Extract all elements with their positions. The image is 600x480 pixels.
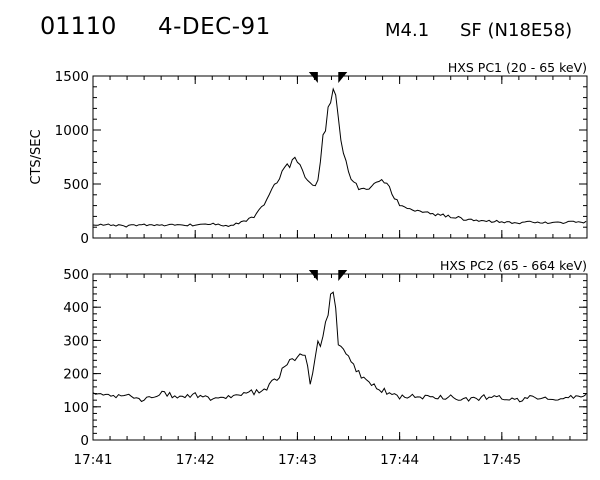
y-tick-label: 0	[80, 433, 89, 449]
x-tick-label: 17:45	[482, 452, 521, 468]
flare-class: M4.1	[385, 20, 430, 41]
x-tick-label: 17:42	[176, 452, 215, 468]
x-tick-label: 17:43	[278, 452, 317, 468]
panel-title-2: HXS PC2 (65 - 664 keV)	[440, 258, 587, 273]
time-marker-2	[338, 72, 348, 83]
series-line-1	[92, 87, 587, 228]
time-marker-2	[338, 270, 348, 281]
plot-frame-2	[92, 273, 588, 441]
time-marker-1	[308, 270, 318, 281]
y-tick-label: 500	[63, 267, 89, 283]
y-tick-label: 1000	[55, 123, 89, 139]
y-tick-label: 300	[63, 333, 89, 349]
x-tick-label: 17:41	[74, 452, 113, 468]
time-marker-1	[308, 72, 318, 83]
y-tick-label: 400	[63, 300, 89, 316]
plot-frame-1	[92, 75, 588, 239]
y-axis-label: CTS/SEC	[29, 129, 44, 184]
y-tick-label: 500	[63, 177, 89, 193]
y-tick-label: 100	[63, 400, 89, 416]
y-tick-label: 1500	[55, 69, 89, 85]
event-id: 01110	[40, 12, 117, 40]
y-tick-label: 200	[63, 367, 89, 383]
panel-title-1: HXS PC1 (20 - 65 keV)	[448, 60, 587, 75]
x-tick-label: 17:44	[380, 452, 419, 468]
flare-location: SF (N18E58)	[460, 20, 573, 41]
y-tick-label: 0	[80, 231, 89, 247]
event-date: 4-DEC-91	[158, 14, 271, 40]
series-line-2	[92, 291, 587, 403]
